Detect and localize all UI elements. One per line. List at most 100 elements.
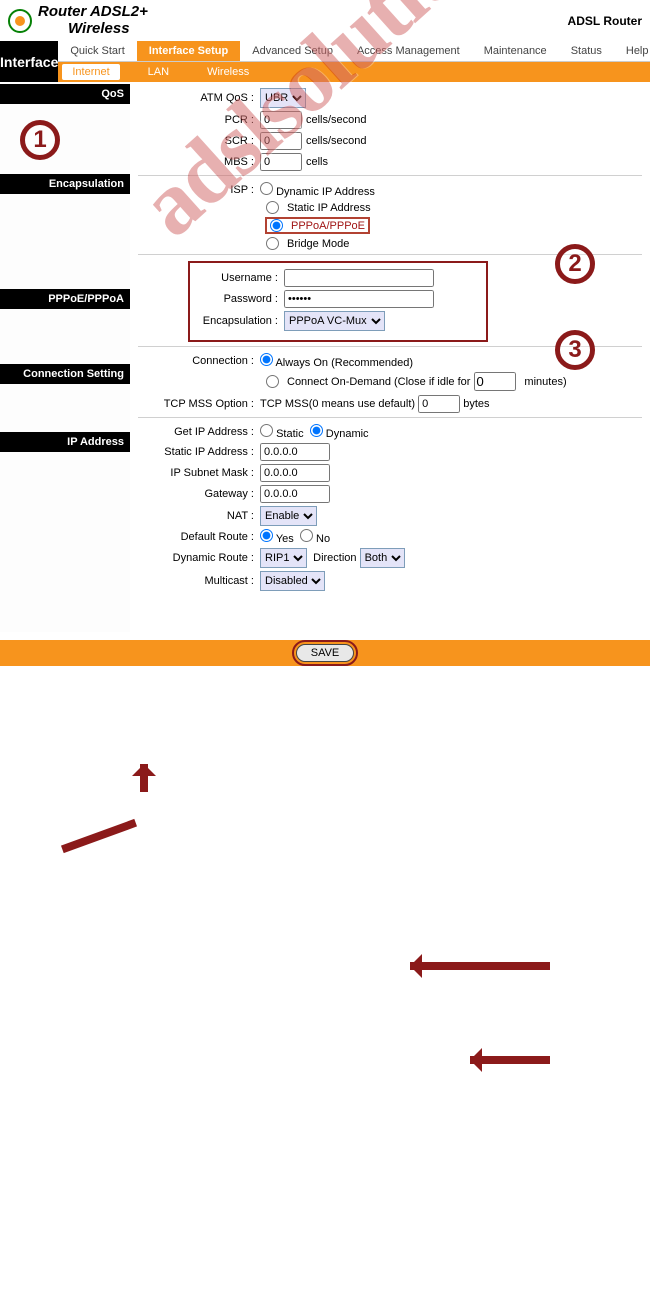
- dynamic-route-label: Dynamic Route: [138, 552, 260, 564]
- isp-bridge-radio[interactable]: [266, 237, 279, 250]
- mbs-label: MBS: [138, 156, 260, 168]
- connection-label: Connection: [138, 355, 260, 367]
- section-qos: QoS: [0, 84, 130, 104]
- annotation-3-arrow: [470, 1056, 550, 1064]
- logo-line2: Wireless: [38, 21, 148, 38]
- main-nav: Interface Quick Start Interface Setup Ad…: [0, 41, 650, 82]
- logo-line1: Router ADSL2+: [38, 4, 148, 21]
- scr-label: SCR: [138, 135, 260, 147]
- direction-label: Direction: [313, 552, 356, 564]
- connection-always-label: Always On (Recommended): [275, 357, 413, 369]
- subtab-lan[interactable]: LAN: [138, 64, 179, 80]
- pcr-unit: cells/second: [306, 114, 367, 126]
- annotation-1-circle: 1: [20, 120, 60, 160]
- save-button[interactable]: SAVE: [296, 644, 355, 662]
- connection-demand-prefix: Connect On-Demand (Close if idle for: [287, 376, 470, 388]
- connection-idle-input[interactable]: [474, 372, 516, 391]
- tab-help[interactable]: Help: [614, 41, 650, 61]
- isp-bridge-label: Bridge Mode: [287, 238, 349, 250]
- static-ip-label: Static IP Address: [138, 446, 260, 458]
- nav-left-title: Interface: [0, 41, 58, 82]
- annotation-2-circle: 2: [555, 244, 595, 284]
- multicast-label: Multicast: [138, 575, 260, 587]
- isp-ppp-radio[interactable]: [270, 219, 283, 232]
- multicast-select[interactable]: Disabled: [260, 571, 325, 591]
- content-area: QoS Encapsulation PPPoE/PPPoA Connection…: [0, 82, 650, 632]
- password-label: Password: [194, 293, 284, 305]
- isp-dynamic-label: Dynamic IP Address: [276, 186, 375, 198]
- atm-qos-select[interactable]: UBR: [260, 88, 306, 108]
- subnet-input[interactable]: [260, 464, 330, 482]
- atm-qos-label: ATM QoS: [138, 92, 260, 104]
- default-route-label: Default Route: [138, 531, 260, 543]
- logo-text: Router ADSL2+ Wireless: [38, 4, 148, 37]
- annotation-1-arrow: [140, 764, 148, 792]
- pcr-label: PCR: [138, 114, 260, 126]
- username-label: Username: [194, 272, 284, 284]
- default-route-yes: Yes: [276, 533, 294, 545]
- logo-wrap: Router ADSL2+ Wireless: [8, 4, 148, 37]
- get-ip-static-radio[interactable]: [260, 424, 273, 437]
- section-connection-setting: Connection Setting: [0, 364, 130, 384]
- scr-unit: cells/second: [306, 135, 367, 147]
- direction-select[interactable]: Both: [360, 548, 405, 568]
- tcp-mss-input[interactable]: [418, 395, 460, 413]
- tab-interface-setup[interactable]: Interface Setup: [137, 41, 240, 61]
- tcp-mss-prefix: TCP MSS(0 means use default): [260, 398, 415, 410]
- get-ip-static-label: Static: [276, 428, 304, 440]
- password-input[interactable]: [284, 290, 434, 308]
- tcp-mss-label: TCP MSS Option: [138, 398, 260, 410]
- tab-advanced-setup[interactable]: Advanced Setup: [240, 41, 345, 61]
- subnet-label: IP Subnet Mask: [138, 467, 260, 479]
- header-device-label: ADSL Router: [568, 14, 642, 28]
- isp-static-label: Static IP Address: [287, 202, 371, 214]
- nav-sub-row: Internet LAN Wireless: [58, 62, 650, 82]
- ppp-encap-select[interactable]: PPPoA VC-Mux: [284, 311, 385, 331]
- default-route-yes-radio[interactable]: [260, 529, 273, 542]
- ppp-encap-label: Encapsulation: [194, 315, 284, 327]
- default-route-no-radio[interactable]: [300, 529, 313, 542]
- connection-always-radio[interactable]: [260, 353, 273, 366]
- dynamic-route-select[interactable]: RIP1: [260, 548, 307, 568]
- get-ip-label: Get IP Address: [138, 426, 260, 438]
- section-ip-address: IP Address: [0, 432, 130, 452]
- scr-input[interactable]: [260, 132, 302, 150]
- annotation-2-arrow: [410, 962, 550, 970]
- isp-static-radio[interactable]: [266, 201, 279, 214]
- gateway-input[interactable]: [260, 485, 330, 503]
- mbs-input[interactable]: [260, 153, 302, 171]
- default-route-no: No: [316, 533, 330, 545]
- header-bar: Router ADSL2+ Wireless ADSL Router: [0, 0, 650, 41]
- sidebar: QoS Encapsulation PPPoE/PPPoA Connection…: [0, 82, 130, 632]
- pcr-input[interactable]: [260, 111, 302, 129]
- isp-ppp-label: PPPoA/PPPoE: [291, 220, 365, 232]
- mbs-unit: cells: [306, 156, 328, 168]
- annotation-1-arrow-body: [61, 819, 137, 853]
- annotation-3-circle: 3: [555, 330, 595, 370]
- isp-label: ISP: [138, 184, 260, 196]
- get-ip-dynamic-radio[interactable]: [310, 424, 323, 437]
- get-ip-dynamic-label: Dynamic: [326, 428, 369, 440]
- subtab-internet[interactable]: Internet: [62, 64, 119, 80]
- connection-demand-suffix: minutes): [524, 376, 566, 388]
- isp-dynamic-radio[interactable]: [260, 182, 273, 195]
- tab-status[interactable]: Status: [559, 41, 614, 61]
- save-bar: SAVE: [0, 640, 650, 666]
- tab-maintenance[interactable]: Maintenance: [472, 41, 559, 61]
- connection-demand-radio[interactable]: [266, 375, 279, 388]
- gateway-label: Gateway: [138, 488, 260, 500]
- section-pppoe: PPPoE/PPPoA: [0, 289, 130, 309]
- nat-label: NAT: [138, 510, 260, 522]
- tab-quick-start[interactable]: Quick Start: [58, 41, 136, 61]
- logo-icon: [8, 9, 32, 33]
- tcp-mss-suffix: bytes: [463, 398, 489, 410]
- ppp-credentials-box: Username Password Encapsulation PPPoA VC…: [188, 261, 488, 342]
- nav-tabs-wrap: Quick Start Interface Setup Advanced Set…: [58, 41, 650, 82]
- nat-select[interactable]: Enable: [260, 506, 317, 526]
- section-encapsulation: Encapsulation: [0, 174, 130, 194]
- subtab-wireless[interactable]: Wireless: [197, 64, 259, 80]
- tab-access-management[interactable]: Access Management: [345, 41, 472, 61]
- static-ip-input[interactable]: [260, 443, 330, 461]
- username-input[interactable]: [284, 269, 434, 287]
- nav-primary-row: Quick Start Interface Setup Advanced Set…: [58, 41, 650, 62]
